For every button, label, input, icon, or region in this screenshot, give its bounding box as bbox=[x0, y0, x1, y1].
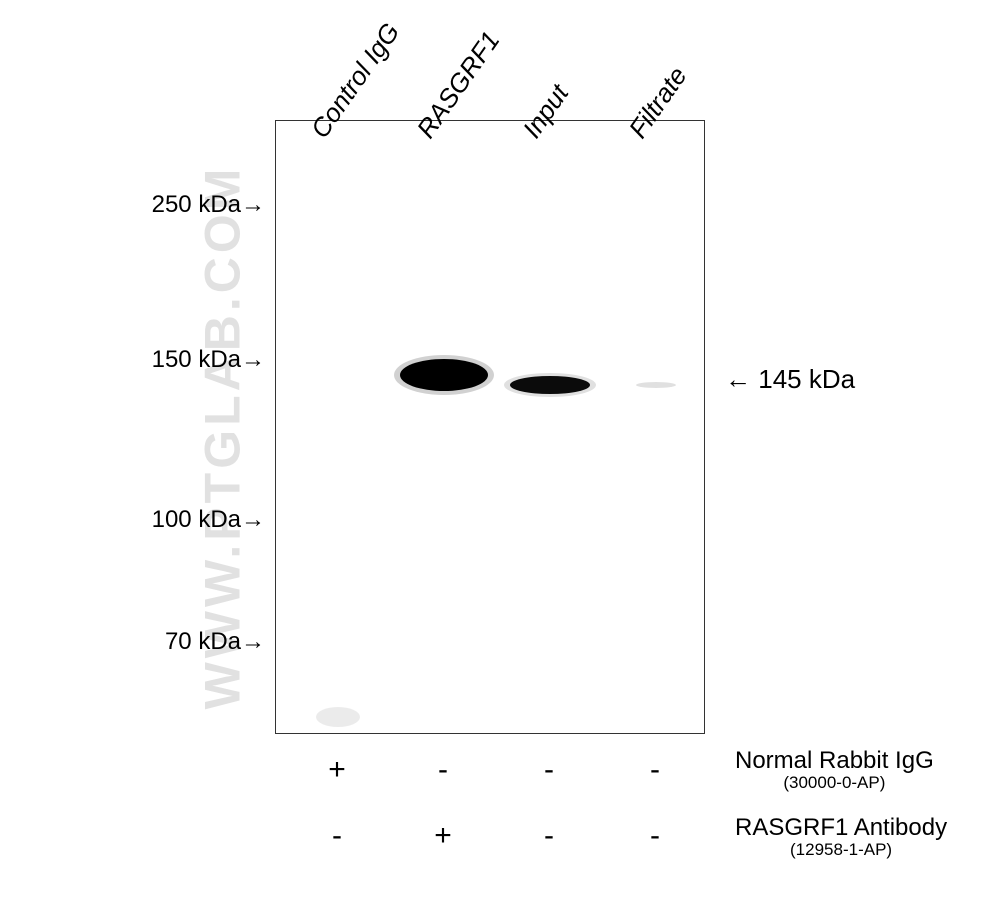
mw-marker-150-text: 150 kDa bbox=[152, 346, 241, 373]
blot-membrane bbox=[275, 120, 705, 734]
row1-label: Normal Rabbit IgG (30000-0-AP) bbox=[735, 748, 934, 793]
arrow-left-icon: ← bbox=[725, 364, 751, 394]
mw-marker-150: 150 kDa→ bbox=[152, 346, 265, 374]
mark-row1-lane2: - bbox=[428, 753, 458, 787]
mw-marker-250-text: 250 kDa bbox=[152, 191, 241, 218]
mark-row2-lane3: - bbox=[534, 819, 564, 853]
arrow-right-icon: → bbox=[241, 191, 265, 219]
arrow-right-icon: → bbox=[241, 628, 265, 656]
mark-row2-lane2: + bbox=[428, 819, 458, 853]
mw-marker-100: 100 kDa→ bbox=[152, 506, 265, 534]
band-rasgrf1-halo bbox=[394, 355, 494, 395]
target-band-label: ← 145 kDa bbox=[725, 364, 855, 395]
arrow-right-icon: → bbox=[241, 346, 265, 374]
mark-row1-lane3: - bbox=[534, 753, 564, 787]
arrow-right-icon: → bbox=[241, 506, 265, 534]
mark-row1-lane4: - bbox=[640, 753, 670, 787]
mw-marker-100-text: 100 kDa bbox=[152, 506, 241, 533]
band-input-halo bbox=[504, 373, 596, 397]
row1-label-sub: (30000-0-AP) bbox=[735, 774, 934, 793]
band-filtrate bbox=[636, 382, 676, 388]
mark-row2-lane4: - bbox=[640, 819, 670, 853]
target-band-text: 145 kDa bbox=[758, 364, 855, 394]
row2-label-main: RASGRF1 Antibody bbox=[735, 814, 947, 841]
bands-svg bbox=[276, 121, 706, 735]
row2-label-sub: (12958-1-AP) bbox=[735, 841, 947, 860]
mw-marker-70-text: 70 kDa bbox=[165, 628, 241, 655]
row2-label: RASGRF1 Antibody (12958-1-AP) bbox=[735, 815, 947, 860]
smudge-control bbox=[316, 707, 360, 727]
mw-marker-70: 70 kDa→ bbox=[165, 628, 265, 656]
figure-container: WWW.PTGLAB.COM Control IgG RASGRF1 Input… bbox=[0, 0, 1000, 903]
mark-row2-lane1: - bbox=[322, 819, 352, 853]
mark-row1-lane1: + bbox=[322, 753, 352, 787]
mw-marker-250: 250 kDa→ bbox=[152, 191, 265, 219]
row1-label-main: Normal Rabbit IgG bbox=[735, 747, 934, 774]
